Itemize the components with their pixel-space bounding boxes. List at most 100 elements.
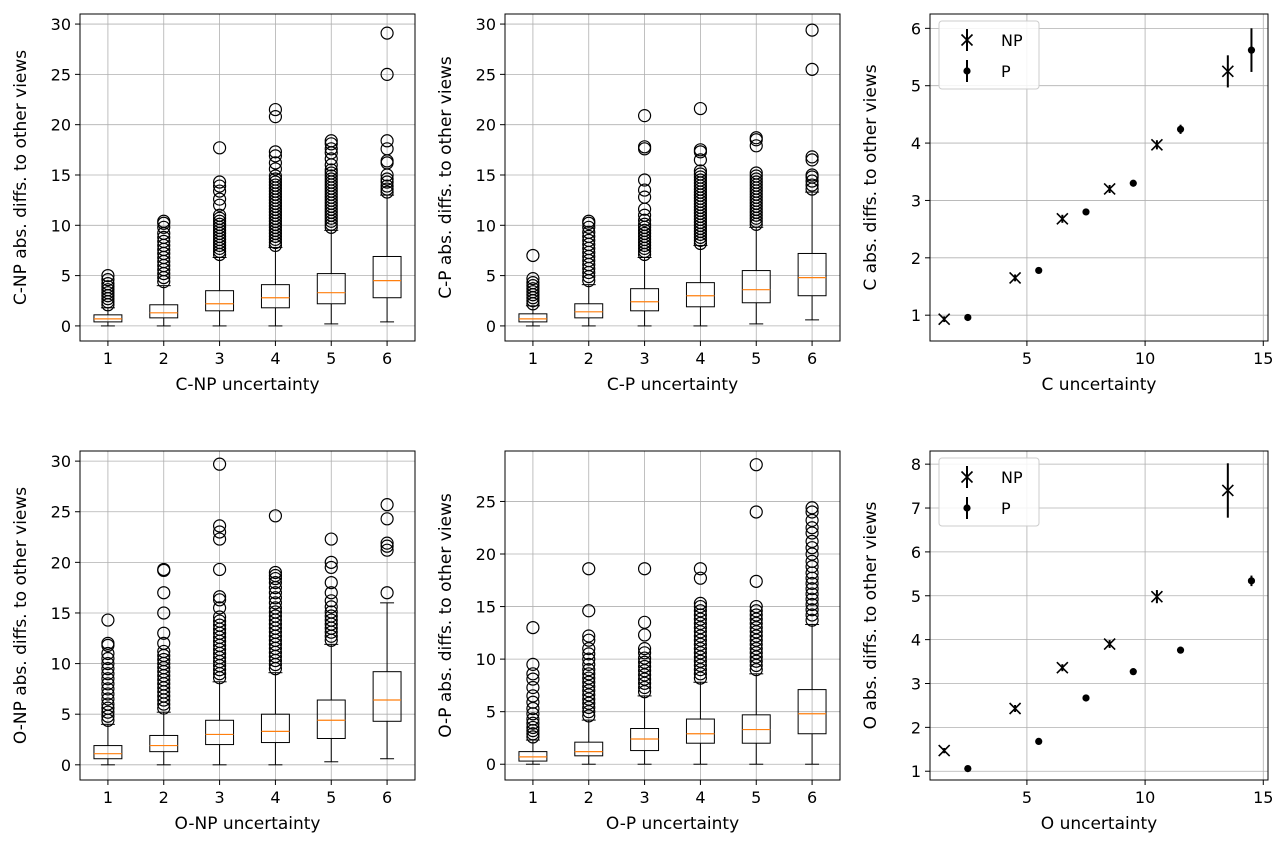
box-iqr — [260, 713, 290, 744]
outlier-point — [582, 709, 596, 723]
series-P — [964, 575, 1256, 773]
outlier-point — [805, 582, 819, 596]
box-4 — [685, 562, 715, 765]
outlier-point — [101, 283, 115, 297]
grid-lines — [505, 451, 840, 780]
outlier-point — [805, 150, 819, 164]
outlier-point — [582, 229, 596, 243]
outlier-point — [526, 695, 540, 709]
outlier-point — [749, 139, 763, 153]
box-5 — [741, 458, 771, 765]
legend-box — [938, 457, 1040, 527]
outlier-point — [693, 170, 708, 184]
outlier-point — [693, 642, 708, 656]
outlier-point — [749, 608, 763, 622]
box-iqr — [205, 290, 235, 312]
outlier-point — [805, 587, 819, 601]
y-tick-label: 25 — [476, 65, 496, 84]
outlier-point — [582, 679, 596, 694]
x-tick-label: 1 — [528, 788, 538, 807]
box-iqr — [797, 252, 827, 297]
box-iqr — [797, 689, 827, 735]
outlier-point — [582, 671, 596, 685]
y-tick-label: 2 — [911, 249, 921, 268]
outlier-point — [324, 594, 338, 608]
outlier-point — [693, 650, 708, 664]
y-tick-label: 15 — [51, 166, 71, 185]
outlier-point — [324, 152, 338, 166]
outlier-point — [101, 613, 115, 627]
outlier-point — [637, 109, 652, 123]
series-NP — [938, 463, 1234, 757]
y-tick-label: 0 — [486, 755, 496, 774]
outlier-point — [693, 164, 708, 178]
data-point — [1150, 590, 1163, 603]
outlier-point — [749, 620, 763, 635]
x-tick-label: 10 — [1135, 349, 1155, 368]
outlier-point — [693, 153, 708, 167]
outlier-point — [637, 223, 652, 237]
box-5 — [741, 131, 771, 325]
grid-lines — [80, 451, 415, 780]
outlier-point — [693, 620, 708, 635]
outlier-point — [526, 680, 540, 695]
outlier-point — [693, 637, 708, 652]
outlier-point — [212, 610, 227, 624]
outlier-point — [805, 592, 819, 606]
x-tick-label: 5 — [1022, 788, 1032, 807]
x-tick-label: 6 — [807, 788, 817, 807]
y-tick-label: 20 — [51, 116, 71, 135]
series-NP — [938, 55, 1234, 326]
data-point — [1150, 138, 1163, 151]
legend-marker — [963, 504, 971, 512]
data-point — [1009, 702, 1022, 715]
outlier-point — [637, 680, 652, 695]
outlier-point — [212, 532, 227, 546]
box-3 — [630, 562, 660, 765]
outlier-point — [582, 657, 596, 671]
y-axis-label: C-P abs. diffs. to other views — [436, 56, 456, 299]
outlier-point — [212, 192, 227, 206]
x-axis-label: C-P uncertainty — [607, 375, 738, 395]
outlier-point — [749, 637, 763, 652]
outlier-point — [324, 532, 338, 546]
x-tick-label: 2 — [159, 788, 169, 807]
outlier-point — [157, 230, 171, 244]
outlier-point — [324, 142, 338, 156]
x-axis-label: C-NP uncertainty — [175, 375, 319, 395]
outlier-point — [805, 576, 819, 591]
outlier-point — [101, 277, 115, 291]
box-2 — [574, 214, 604, 327]
outlier-point — [526, 272, 540, 286]
box-3 — [630, 109, 660, 327]
outlier-point — [582, 688, 596, 702]
outlier-point — [805, 608, 819, 622]
outlier-point — [805, 168, 819, 182]
outlier-point — [212, 525, 227, 539]
outlier-point — [637, 659, 652, 674]
y-axis-label: O-P abs. diffs. to other views — [436, 493, 456, 738]
y-tick-label: 3 — [911, 191, 921, 210]
outlier-point — [693, 671, 708, 685]
outlier-point — [101, 636, 115, 650]
outlier-point — [101, 697, 115, 711]
x-tick-label: 1 — [103, 788, 113, 807]
outlier-point — [101, 656, 115, 671]
outlier-point — [268, 172, 283, 186]
box-6 — [372, 498, 402, 760]
box-1 — [518, 620, 548, 765]
legend: NP P — [938, 457, 1040, 527]
outlier-point — [749, 599, 763, 614]
chart-panel-4: 1 2 3 4 5 6 0 5 10 15 20 25 30 O-NP uncertainty O-NP a… — [11, 450, 416, 834]
outlier-point — [805, 554, 819, 568]
outlier-point — [693, 596, 708, 611]
grid-lines — [80, 14, 415, 341]
outlier-point — [212, 184, 227, 198]
outlier-point — [693, 612, 708, 626]
outlier-point — [637, 615, 652, 629]
y-tick-label: 1 — [911, 306, 921, 325]
x-tick-label: 5 — [326, 349, 336, 368]
x-axis-label: O-P uncertainty — [606, 814, 739, 834]
data-point — [1035, 737, 1043, 745]
box-iqr — [518, 313, 548, 323]
